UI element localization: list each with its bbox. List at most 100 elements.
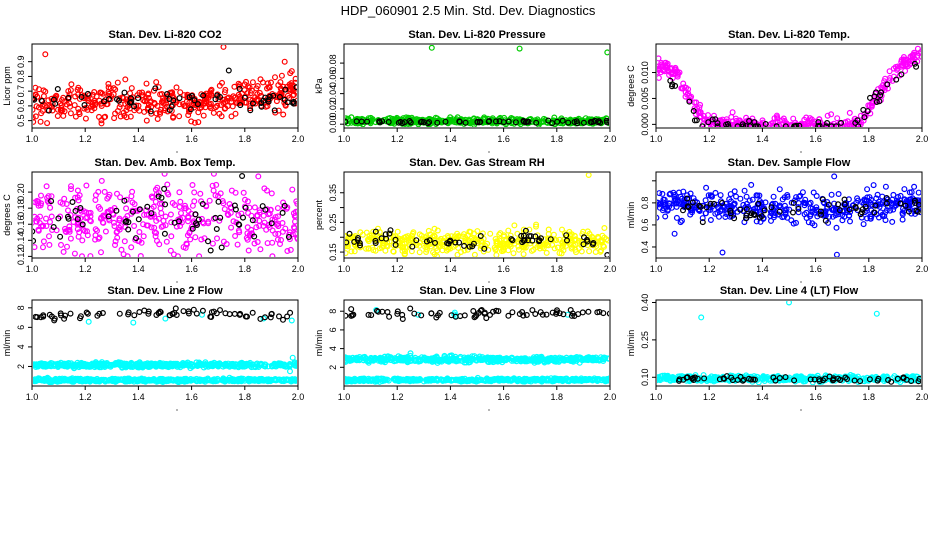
series-secondary — [33, 173, 292, 254]
data-point — [92, 101, 99, 108]
data-point — [543, 249, 550, 256]
data-point — [678, 217, 685, 224]
data-point — [46, 241, 53, 248]
data-point — [167, 211, 174, 218]
data-point — [423, 238, 430, 245]
data-point — [79, 377, 86, 384]
data-point — [135, 216, 142, 223]
x-tick-label: 1.2 — [391, 134, 404, 144]
data-point — [33, 313, 39, 320]
data-point — [170, 376, 177, 383]
data-point — [238, 375, 245, 382]
data-point — [809, 220, 816, 227]
data-point — [604, 49, 609, 56]
y-tick-label: 0.25 — [328, 214, 338, 232]
data-point — [860, 117, 867, 124]
data-point — [846, 206, 853, 213]
data-point — [445, 246, 452, 253]
data-point — [226, 376, 233, 383]
data-point — [872, 202, 879, 209]
data-point — [525, 118, 532, 125]
data-point — [135, 95, 142, 102]
data-point — [228, 113, 235, 120]
data-point — [717, 192, 724, 199]
data-point — [275, 107, 282, 114]
data-point — [666, 203, 673, 210]
data-point — [518, 232, 525, 239]
data-point — [668, 69, 675, 76]
x-tick-label: 1.2 — [391, 264, 404, 274]
data-point — [57, 233, 64, 240]
data-point — [114, 228, 121, 235]
data-point — [84, 106, 91, 113]
series-band-lower — [33, 374, 297, 385]
data-point — [697, 109, 704, 116]
data-point — [250, 361, 257, 368]
data-point — [866, 102, 873, 109]
data-point — [668, 83, 675, 90]
data-point — [424, 120, 431, 127]
data-point — [783, 120, 790, 127]
data-point — [779, 196, 786, 203]
data-point — [136, 309, 143, 316]
data-point — [699, 123, 706, 127]
data-point — [726, 196, 733, 203]
series-primary — [33, 173, 297, 257]
data-point — [148, 210, 155, 217]
data-point — [166, 312, 173, 319]
x-tick-label: 1.8 — [551, 264, 564, 274]
data-point — [156, 241, 163, 248]
data-point — [206, 197, 213, 204]
data-point — [205, 220, 212, 227]
data-point — [74, 194, 81, 201]
data-point — [288, 80, 295, 87]
data-point — [257, 76, 264, 83]
data-point — [411, 356, 418, 363]
data-point — [555, 358, 562, 365]
y-tick-label: 0.7 — [16, 85, 26, 98]
data-point — [368, 356, 375, 363]
y-tick-label: 0.04 — [328, 85, 338, 103]
data-point — [784, 193, 791, 200]
data-point — [742, 123, 749, 127]
data-point — [98, 120, 105, 127]
data-point — [63, 243, 70, 250]
data-point — [224, 95, 231, 102]
data-point — [230, 218, 237, 225]
data-point — [148, 213, 155, 220]
data-point — [51, 315, 58, 322]
data-point — [216, 217, 223, 224]
data-point — [786, 206, 793, 213]
plot-frame — [31, 171, 299, 259]
data-point — [57, 199, 64, 206]
data-point — [399, 244, 406, 251]
data-point — [863, 215, 870, 222]
data-point — [82, 115, 89, 122]
data-point — [167, 247, 174, 254]
y-tick-label: 0.9 — [16, 55, 26, 68]
data-point — [210, 187, 217, 194]
data-point — [684, 195, 691, 202]
data-point — [681, 204, 688, 211]
data-point — [39, 222, 46, 229]
data-point — [245, 210, 252, 217]
y-tick-label: 0.18 — [16, 199, 26, 217]
data-point — [141, 376, 148, 383]
data-point — [699, 219, 706, 226]
data-point — [111, 115, 118, 122]
data-point — [181, 205, 188, 212]
data-point — [503, 356, 510, 363]
y-tick-label: 0.00 — [328, 115, 338, 133]
data-point — [672, 200, 679, 207]
data-point — [259, 203, 266, 210]
data-point — [687, 190, 694, 197]
data-point — [64, 213, 71, 220]
data-point — [282, 86, 289, 93]
data-point — [719, 249, 726, 256]
data-point — [741, 187, 748, 194]
data-point — [762, 120, 769, 127]
data-point — [213, 226, 220, 233]
data-point — [269, 253, 276, 257]
data-point — [289, 354, 296, 361]
data-point — [72, 207, 79, 214]
